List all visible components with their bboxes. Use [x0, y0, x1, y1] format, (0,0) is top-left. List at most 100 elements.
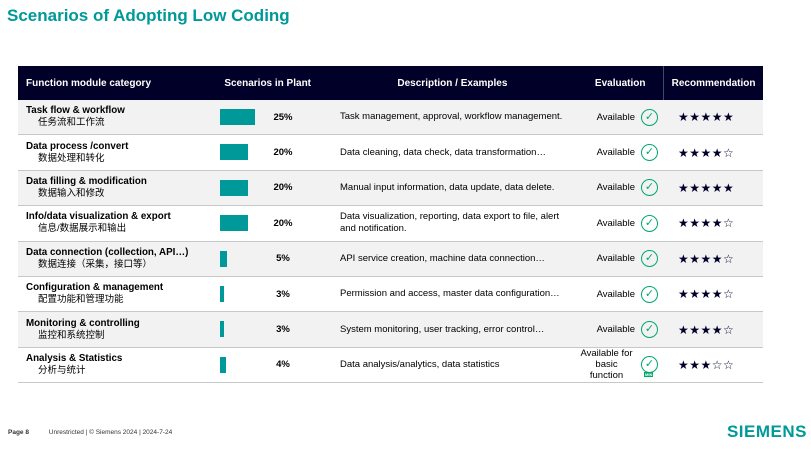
rating-stars: ★★★★★: [678, 180, 735, 195]
description-cell: Task management, approval, workflow mana…: [340, 111, 563, 123]
scenario-percent: 25%: [273, 111, 293, 123]
scenario-bar: [220, 109, 255, 125]
scenario-bar: [220, 144, 248, 161]
header-description: Description / Examples: [397, 77, 508, 89]
category-name-zh: 数据输入和修改: [38, 187, 105, 199]
table-row: Task flow & workflow 任务流和工作流 25% Task manag…: [18, 100, 763, 136]
category-name-en: Info/data visualization & export: [26, 211, 171, 223]
scenarios-table: Function module category Scenarios in Pl…: [18, 66, 763, 384]
footer-info: Unrestricted | © Siemens 2024 | 2024-7-2…: [48, 429, 173, 436]
page-title: Scenarios of Adopting Low Coding: [7, 6, 290, 25]
evaluation-text: Available: [596, 324, 635, 336]
description-cell: Permission and access, master data confi…: [340, 288, 560, 300]
table-row: Data connection (collection, API…) 数据连接（采…: [18, 241, 763, 277]
scenario-bar: [220, 321, 224, 338]
evaluation-cell: Available ✓: [578, 242, 664, 276]
description-cell: Data analysis/analytics, data statistics: [340, 358, 500, 370]
category-name-en: Task flow & workflow: [26, 105, 125, 117]
header-evaluation: Evaluation: [577, 66, 665, 100]
table-row: Info/data visualization & export 信息/数据展示和…: [18, 206, 763, 242]
evaluation-text: Available: [596, 288, 635, 300]
rating-stars: ★★★☆☆: [678, 357, 735, 372]
category-cell: Info/data visualization & export 信息/数据展示和…: [18, 206, 208, 240]
category-cell: Analysis & Statistics 分析与统计: [18, 348, 208, 382]
evaluation-cell: Available ✓: [578, 100, 664, 134]
evaluation-text: Available: [596, 182, 635, 194]
rating-stars: ★★★★☆: [678, 287, 735, 302]
evaluation-text: Available: [596, 111, 635, 123]
table-row: Data process /convert 数据处理和转化 20% Data clea…: [18, 135, 763, 171]
table-header: Function module category Scenarios in Pl…: [18, 66, 763, 100]
category-name-zh: 任务流和工作流: [38, 117, 105, 129]
description-cell: API service creation, machine data conne…: [340, 252, 545, 264]
evaluation-text: Available for basic function: [580, 348, 633, 382]
evaluation-cell: Available for basic function ✓ MIN: [578, 348, 664, 382]
footer: Page 8 Unrestricted | © Siemens 2024 | 2…: [8, 429, 172, 436]
evaluation-text: Available: [596, 147, 635, 159]
check-circle-icon: ✓: [641, 321, 658, 339]
siemens-logo: SIEMENS: [726, 422, 807, 441]
category-cell: Data connection (collection, API…) 数据连接（采…: [18, 242, 208, 276]
check-circle-icon: ✓: [641, 179, 658, 197]
scenarios-cell: 20%: [208, 135, 328, 169]
evaluation-cell: Available ✓: [578, 277, 664, 311]
scenarios-cell: 3%: [208, 312, 328, 346]
category-name-en: Data connection (collection, API…): [26, 246, 189, 258]
scenario-percent: 20%: [273, 182, 293, 194]
category-cell: Data filling & modification 数据输入和修改: [18, 171, 208, 205]
header-recommendation: Recommendation: [671, 77, 756, 89]
category-cell: Task flow & workflow 任务流和工作流: [18, 100, 208, 134]
table-row: Monitoring & controlling 监控和系统控制 3% System …: [18, 312, 763, 348]
table-row: Data filling & modification 数据输入和修改 20% Man…: [18, 170, 763, 207]
scenario-bar: [220, 179, 248, 196]
category-name-zh: 配置功能和管理功能: [38, 294, 124, 306]
rating-stars: ★★★★☆: [678, 145, 735, 160]
table-row: Configuration & management 配置功能和管理功能 3% Per…: [18, 277, 763, 313]
scenario-percent: 3%: [276, 288, 290, 300]
description-cell: Data cleaning, data check, data transfor…: [340, 146, 546, 158]
scenario-bar: [220, 250, 227, 267]
scenario-percent: 20%: [273, 217, 293, 229]
header-category: Function module category: [26, 77, 152, 89]
evaluation-cell: Available ✓: [578, 312, 664, 346]
category-name-zh: 信息/数据展示和输出: [38, 223, 127, 235]
category-name-en: Configuration & management: [26, 282, 164, 294]
evaluation-text: Available: [596, 253, 635, 265]
scenario-bar: [220, 356, 226, 373]
category-cell: Configuration & management 配置功能和管理功能: [18, 277, 208, 311]
scenario-bar: [220, 285, 224, 302]
check-circle-min-icon: ✓ MIN: [641, 356, 658, 378]
check-circle-icon: ✓: [641, 108, 658, 126]
header-scenarios: Scenarios in Plant: [224, 77, 312, 89]
evaluation-cell: Available ✓: [578, 135, 664, 169]
category-name-zh: 数据连接（采集，接口等）: [38, 258, 153, 270]
check-circle-icon: ✓: [641, 250, 658, 268]
scenario-percent: 20%: [273, 147, 293, 159]
check-circle-icon: ✓: [641, 214, 658, 232]
table-body: Task flow & workflow 任务流和工作流 25% Task manag…: [18, 100, 763, 384]
rating-stars: ★★★★☆: [678, 216, 735, 231]
category-cell: Monitoring & controlling 监控和系统控制: [18, 312, 208, 346]
rating-stars: ★★★★☆: [678, 251, 735, 266]
scenario-percent: 3%: [276, 324, 290, 336]
scenario-percent: 4%: [276, 359, 290, 371]
scenario-percent: 5%: [276, 253, 290, 265]
description-cell: System monitoring, user tracking, error …: [340, 323, 545, 335]
scenarios-cell: 3%: [208, 277, 328, 311]
evaluation-text: Available: [596, 217, 635, 229]
rating-stars: ★★★★☆: [678, 322, 735, 337]
page-number: Page 8: [8, 429, 29, 436]
category-name-en: Data process /convert: [26, 140, 129, 152]
category-name-zh: 数据处理和转化: [38, 152, 105, 164]
table-row: Analysis & Statistics 分析与统计 4% Data analysi…: [18, 348, 763, 384]
check-circle-icon: ✓: [641, 285, 658, 303]
rating-stars: ★★★★★: [678, 110, 735, 125]
check-circle-icon: ✓: [641, 144, 658, 162]
description-cell: Data visualization, reporting, data expo…: [340, 211, 560, 235]
description-cell: Manual input information, data update, d…: [340, 181, 555, 193]
min-badge: MIN: [644, 372, 654, 378]
scenarios-cell: 4%: [208, 348, 328, 382]
evaluation-cell: Available ✓: [578, 171, 664, 205]
scenario-bar: [220, 215, 248, 232]
category-name-en: Monitoring & controlling: [26, 317, 140, 329]
